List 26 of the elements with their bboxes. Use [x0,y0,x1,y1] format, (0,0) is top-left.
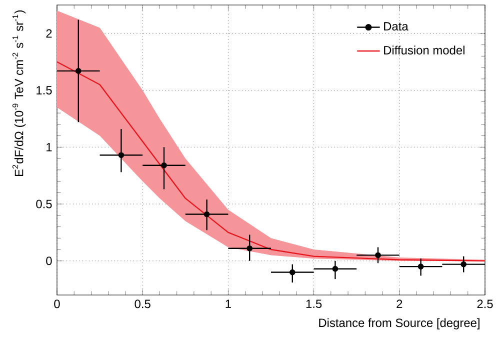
x-tick-label: 1 [226,300,231,308]
legend-label: Data [384,22,408,31]
line-series [57,61,485,262]
point [118,152,124,158]
x-axis-title: Distance from Source [degree] [319,318,480,330]
point [289,269,296,276]
point [375,252,381,258]
point [332,266,338,272]
point [75,68,82,74]
point [161,162,167,168]
point [418,264,424,270]
x-tick-label: 0.5 [134,300,150,308]
x-tick-label: 2.5 [477,300,493,308]
x-tick-label: 1.5 [306,300,322,308]
y-tick-label: 1 [46,143,52,152]
x-tick-label: 0 [54,300,60,308]
legend-label: Diffusion model [384,46,464,54]
y-tick-label: 0 [46,256,52,266]
text: E$^{2}$dF/dΩ (10$^{-9}$ TeV cm$^{-2}$ s$^{-1}$ sr$^{-1}$) [12,10,26,176]
y-tick-label: 0.5 [36,200,52,208]
point [460,261,467,268]
point [246,245,253,252]
y-tick-label: 2 [46,29,52,38]
x-tick-label: 2 [396,300,402,308]
point [204,211,210,218]
y-tick-label: 1.5 [36,86,52,94]
